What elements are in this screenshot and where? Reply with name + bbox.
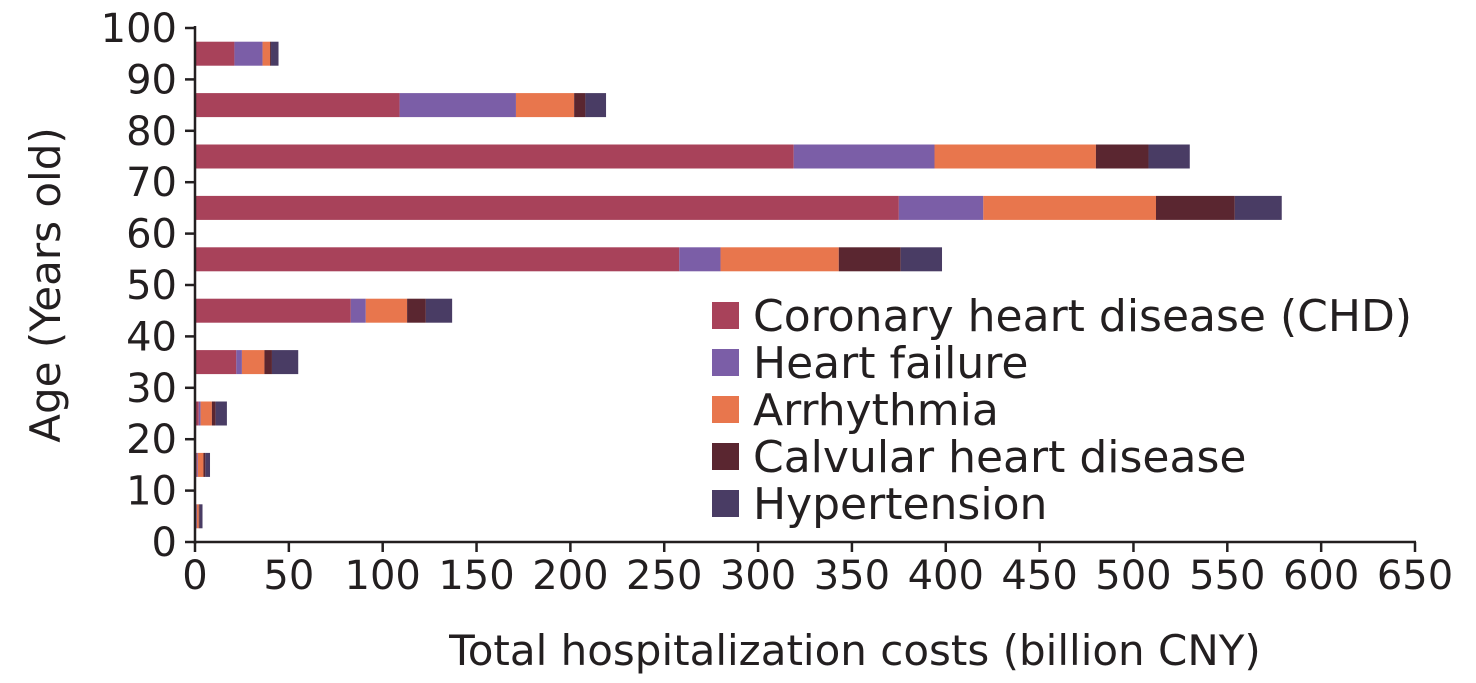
x-tick-label: 150	[438, 553, 514, 599]
bar-segment-40-49-series-0	[195, 298, 351, 323]
bar-segment-50-59-series-4	[900, 247, 943, 272]
bar-segment-0-9-series-4	[199, 504, 203, 529]
bar-segment-90-99-series-0	[195, 41, 235, 66]
bar-segment-60-69-series-2	[983, 195, 1156, 220]
bar-segment-80-89-series-1	[399, 93, 516, 118]
y-tick-label: 90	[126, 57, 177, 103]
x-tick-label: 350	[814, 553, 890, 599]
bar-segment-60-69-series-4	[1234, 195, 1282, 220]
legend-label-1: Heart failure	[753, 338, 1028, 389]
x-tick-label: 500	[1095, 553, 1171, 599]
x-tick-label: 250	[626, 553, 702, 599]
bar-segment-10-19-series-1	[196, 452, 198, 477]
x-tick-label: 200	[532, 553, 608, 599]
legend-label-2: Arrhythmia	[753, 385, 999, 436]
bar-segment-30-39-series-1	[236, 350, 242, 375]
bar-segment-20-29-series-2	[200, 401, 212, 426]
bar-segment-0-9-series-3	[198, 504, 200, 529]
bar-segment-20-29-series-4	[215, 401, 227, 426]
bar-segment-70-79-series-3	[1095, 144, 1149, 169]
legend-label-4: Hypertension	[753, 479, 1047, 530]
y-tick-label: 100	[101, 6, 177, 52]
y-tick-label: 50	[126, 263, 177, 309]
bar-segment-30-39-series-3	[264, 350, 272, 375]
y-tick-label: 10	[126, 469, 177, 515]
bar-segment-90-99-series-2	[262, 41, 271, 66]
bar-segment-90-99-series-3	[270, 41, 272, 66]
x-tick-label: 100	[345, 553, 421, 599]
legend-label-0: Coronary heart disease (CHD)	[753, 291, 1412, 342]
legend-swatch-0	[712, 302, 739, 329]
y-tick-label: 60	[126, 212, 177, 258]
y-tick-label: 40	[126, 314, 177, 360]
bar-segment-60-69-series-3	[1155, 195, 1235, 220]
bar-segment-70-79-series-4	[1148, 144, 1190, 169]
legend-swatch-1	[712, 349, 739, 376]
x-tick-label: 450	[1001, 553, 1077, 599]
bar-segment-40-49-series-4	[425, 298, 453, 323]
y-axis-title: Age (Years old)	[21, 127, 70, 443]
bar-segment-50-59-series-3	[838, 247, 901, 272]
y-tick-label: 70	[126, 160, 177, 206]
bar-segment-60-69-series-0	[195, 195, 899, 220]
x-tick-label: 300	[720, 553, 796, 599]
bar-segment-20-29-series-3	[211, 401, 216, 426]
bar-segment-40-49-series-2	[365, 298, 408, 323]
bar-segment-20-29-series-1	[198, 401, 201, 426]
x-tick-label: 600	[1283, 553, 1359, 599]
bar-segment-50-59-series-0	[195, 247, 680, 272]
x-tick-label: 50	[263, 553, 314, 599]
bar-segment-90-99-series-1	[234, 41, 263, 66]
bar-segment-0-9-series-1	[195, 504, 197, 529]
bar-segment-70-79-series-1	[793, 144, 935, 169]
bar-segment-50-59-series-2	[720, 247, 839, 272]
bar-segment-10-19-series-4	[205, 452, 211, 477]
y-tick-label: 0	[152, 520, 177, 566]
bar-segment-40-49-series-1	[350, 298, 366, 323]
y-tick-label: 30	[126, 366, 177, 412]
legend-swatch-2	[712, 396, 739, 423]
bar-segment-70-79-series-2	[934, 144, 1096, 169]
x-tick-label: 0	[182, 553, 207, 599]
bar-segment-30-39-series-0	[195, 350, 237, 375]
legend-label-3: Calvular heart disease	[753, 432, 1246, 483]
y-tick-label: 80	[126, 109, 177, 155]
legend-swatch-3	[712, 443, 739, 470]
bar-segment-70-79-series-0	[195, 144, 794, 169]
x-tick-label: 550	[1189, 553, 1265, 599]
bars-group	[195, 41, 1282, 529]
bar-segment-20-29-series-0	[195, 401, 199, 426]
bar-segment-40-49-series-3	[407, 298, 426, 323]
bar-segment-30-39-series-2	[241, 350, 265, 375]
bar-segment-80-89-series-2	[515, 93, 575, 118]
bar-segment-60-69-series-1	[898, 195, 984, 220]
legend-swatch-4	[712, 490, 739, 517]
bar-segment-90-99-series-4	[271, 41, 279, 66]
bar-segment-30-39-series-4	[271, 350, 299, 375]
bar-segment-10-19-series-2	[197, 452, 204, 477]
bar-segment-80-89-series-4	[585, 93, 607, 118]
bar-segment-0-9-series-2	[196, 504, 199, 529]
y-tick-label: 20	[126, 417, 177, 463]
y-ticks-group: 0 10 20 30 40 50 60 70 80 90 100	[101, 6, 195, 566]
x-tick-label: 650	[1377, 553, 1453, 599]
bar-segment-50-59-series-1	[679, 247, 721, 272]
x-axis-title: Total hospitalization costs (billion CNY…	[448, 626, 1261, 675]
legend: Coronary heart disease (CHD)Heart failur…	[712, 291, 1412, 530]
bar-segment-10-19-series-3	[203, 452, 206, 477]
bar-segment-80-89-series-0	[195, 93, 400, 118]
x-tick-label: 400	[908, 553, 984, 599]
x-ticks-group: 0 50 100 150 200 250 300 350 400 450 500 550 600 650	[182, 542, 1453, 599]
bar-segment-80-89-series-3	[574, 93, 586, 118]
